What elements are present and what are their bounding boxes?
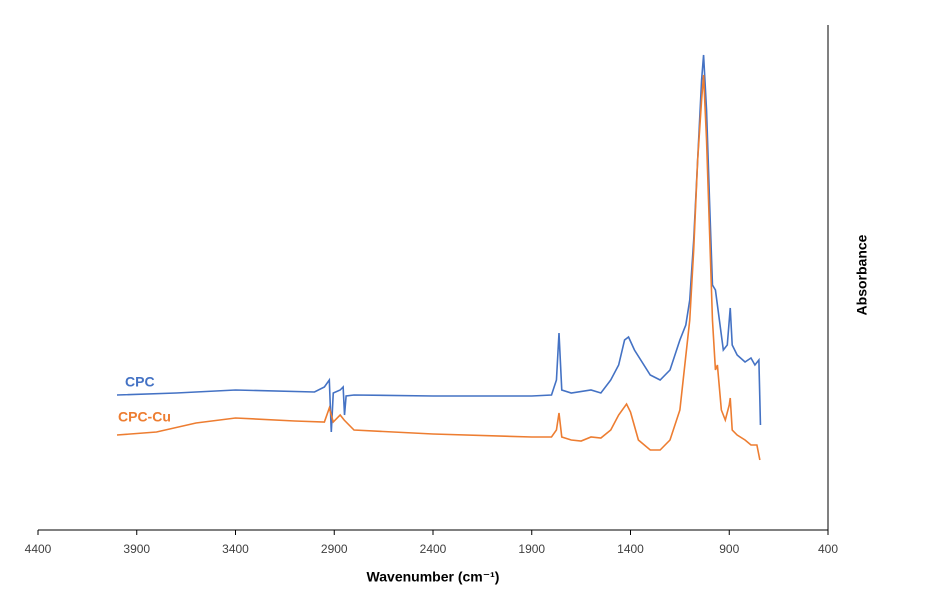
x-tick-label: 2900 <box>321 542 348 556</box>
x-tick-label: 1400 <box>617 542 644 556</box>
spectrum-line <box>116 74 761 461</box>
x-tick-label: 400 <box>818 542 838 556</box>
spectrum-line <box>116 54 762 433</box>
x-tick-label: 2400 <box>420 542 447 556</box>
series-label: CPC <box>125 374 155 390</box>
x-axis-label: Wavenumber (cm⁻¹) <box>367 569 500 585</box>
x-tick-label: 3900 <box>123 542 150 556</box>
x-tick-label: 4400 <box>25 542 52 556</box>
x-tick-label: 3400 <box>222 542 249 556</box>
x-tick-label: 1900 <box>518 542 545 556</box>
y-axis-label: Absorbance <box>854 234 870 315</box>
x-tick-label: 900 <box>719 542 739 556</box>
series-label: CPC-Cu <box>118 409 171 425</box>
